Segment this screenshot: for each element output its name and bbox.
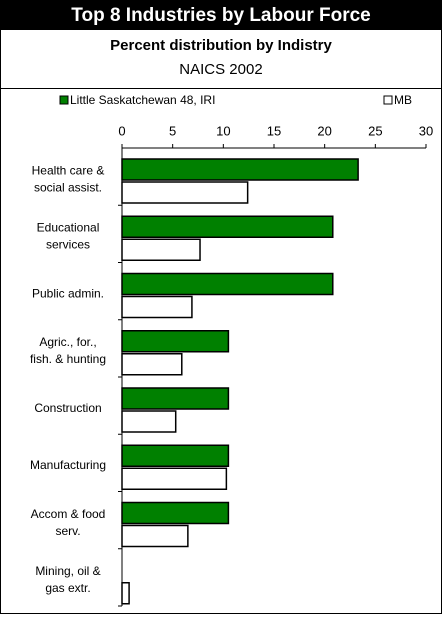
x-tick-label: 10 [216, 123, 230, 138]
y-tick-label: fish. & hunting [30, 352, 106, 366]
x-tick-label: 20 [317, 123, 331, 138]
y-tick-label: gas extr. [45, 581, 90, 595]
y-tick-label: Manufacturing [30, 458, 106, 472]
y-tick-label: Accom & food [31, 507, 106, 521]
legend-swatch [59, 95, 69, 105]
y-tick-label: Health care & [32, 163, 105, 177]
bar [121, 387, 230, 410]
legend-label: MB [394, 93, 412, 107]
bar [121, 238, 201, 261]
x-tick-label: 0 [118, 123, 125, 138]
x-tick-label: 30 [419, 123, 433, 138]
y-tick-label: Construction [34, 401, 101, 415]
x-tick-label: 15 [267, 123, 281, 138]
bar [121, 158, 359, 181]
y-tick-label: services [46, 238, 90, 252]
title-bar [0, 0, 442, 30]
y-tick-label: Agric., for., [39, 335, 96, 349]
legend-label: Little Saskatchewan 48, IRI [70, 93, 215, 107]
bar [121, 353, 183, 376]
x-tick-label: 5 [169, 123, 176, 138]
bar [121, 330, 230, 353]
bar [121, 181, 249, 204]
y-tick-label: Educational [37, 221, 100, 235]
y-tick-label: serv. [55, 524, 80, 538]
bar [121, 410, 177, 433]
legend-swatch [383, 95, 393, 105]
y-tick-label: social assist. [34, 180, 102, 194]
y-tick-label: Public admin. [32, 286, 104, 300]
bar [121, 272, 334, 296]
chart-note: NAICS 2002 [179, 61, 262, 78]
chart-title: Top 8 Industries by Labour Force [71, 5, 370, 26]
bar [121, 501, 230, 525]
x-tick-label: 25 [368, 123, 382, 138]
bar [121, 467, 228, 490]
bar [121, 582, 130, 605]
bar [121, 524, 189, 548]
chart-subtitle: Percent distribution by Indistry [110, 37, 332, 54]
bar [121, 444, 230, 467]
y-tick-label: Mining, oil & [35, 564, 100, 578]
bar [121, 295, 193, 319]
bar [121, 215, 334, 238]
